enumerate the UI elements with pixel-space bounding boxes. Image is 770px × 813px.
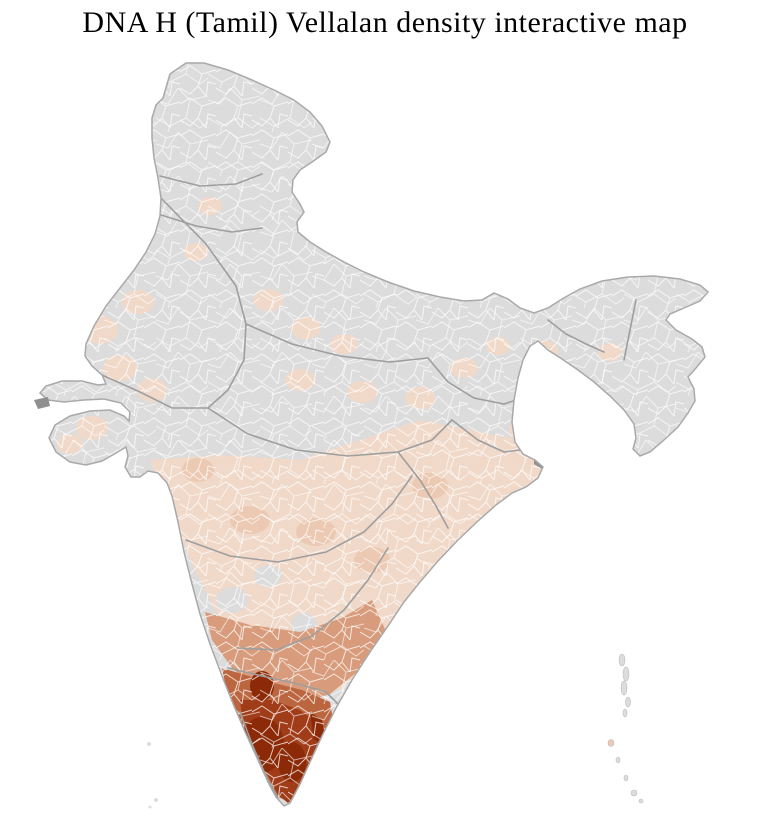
andaman-islands[interactable] [615,653,644,804]
district-borders-grid [40,63,708,806]
lakshadweep-islands[interactable] [147,742,158,809]
nicobar-island-low-density[interactable] [607,739,615,747]
west-gray-sliver [34,397,50,409]
state-borders [101,173,637,799]
map-title: DNA H (Tamil) Vellalan density interacti… [82,6,688,39]
